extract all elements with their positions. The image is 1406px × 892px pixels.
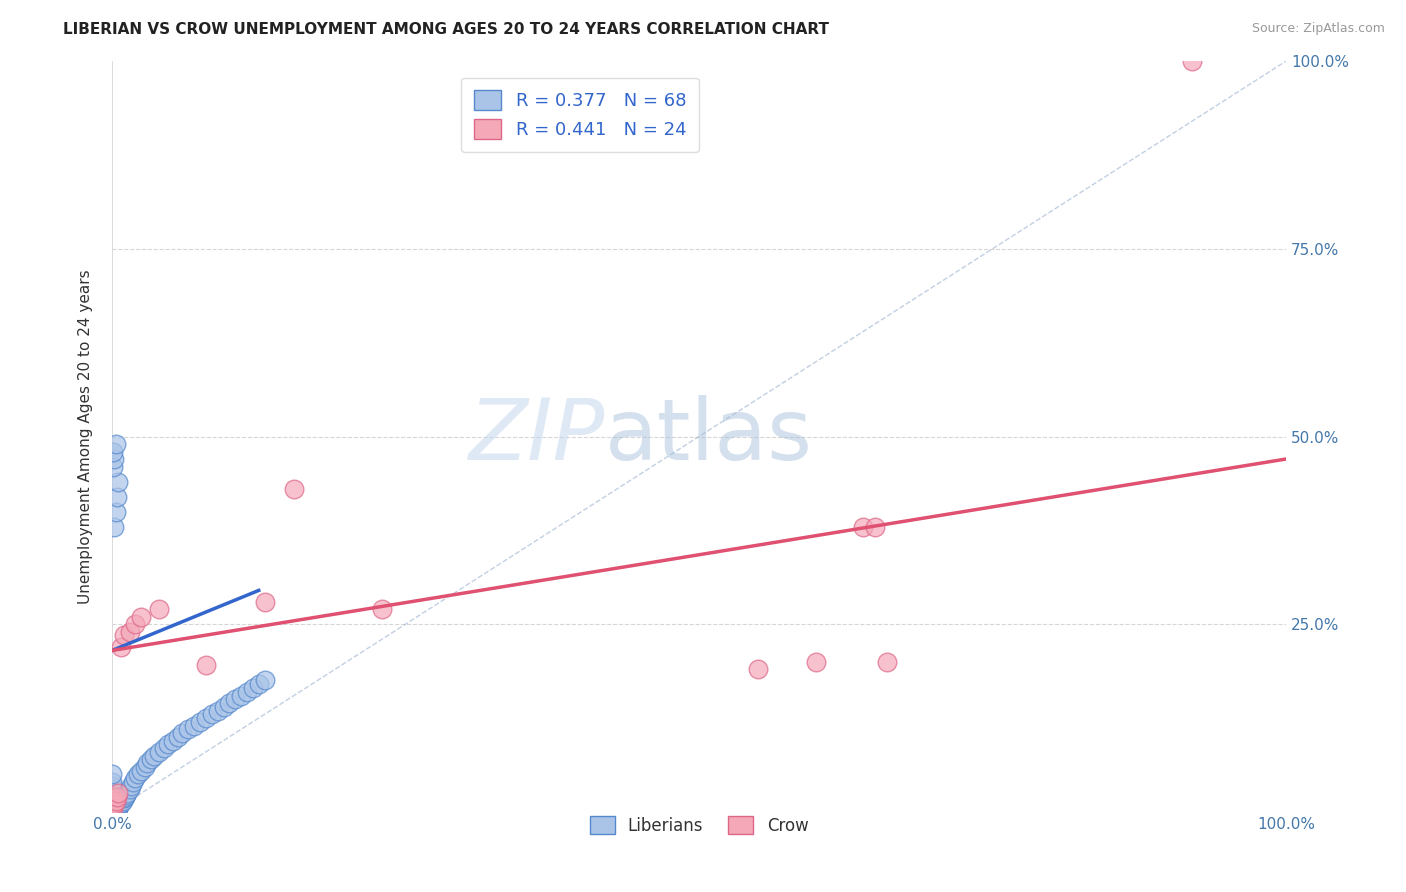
Point bbox=[120, 779, 142, 793]
Point bbox=[112, 791, 135, 805]
Point bbox=[103, 459, 125, 474]
Point bbox=[124, 771, 146, 785]
Legend: Liberians, Crow: Liberians, Crow bbox=[579, 806, 818, 845]
Point bbox=[110, 796, 132, 810]
Point bbox=[117, 786, 139, 800]
Point bbox=[157, 737, 180, 751]
Point bbox=[152, 741, 174, 756]
Point bbox=[131, 764, 153, 778]
Point bbox=[122, 775, 145, 789]
Point bbox=[118, 782, 141, 797]
Point bbox=[105, 490, 128, 504]
Point bbox=[863, 519, 886, 533]
Point bbox=[114, 789, 136, 804]
Point bbox=[110, 640, 132, 654]
Point bbox=[177, 723, 200, 737]
Point bbox=[162, 733, 184, 747]
Point bbox=[115, 789, 138, 803]
Point bbox=[105, 789, 128, 804]
Point bbox=[166, 730, 188, 744]
Point bbox=[134, 760, 156, 774]
Point bbox=[188, 714, 211, 729]
Point bbox=[124, 617, 146, 632]
Point bbox=[876, 655, 898, 669]
Point bbox=[139, 752, 162, 766]
Text: Source: ZipAtlas.com: Source: ZipAtlas.com bbox=[1251, 22, 1385, 36]
Point bbox=[103, 452, 125, 467]
Point bbox=[253, 673, 276, 688]
Point bbox=[148, 602, 170, 616]
Point bbox=[101, 782, 124, 797]
Point bbox=[224, 692, 246, 706]
Point bbox=[118, 624, 141, 639]
Point bbox=[283, 482, 305, 496]
Point bbox=[101, 801, 124, 815]
Point bbox=[236, 685, 259, 699]
Point bbox=[104, 505, 127, 519]
Point bbox=[247, 677, 270, 691]
Point bbox=[103, 801, 125, 815]
Point bbox=[101, 796, 124, 810]
Point bbox=[103, 519, 125, 533]
Point bbox=[148, 745, 170, 759]
Point bbox=[1181, 54, 1204, 69]
Point bbox=[207, 704, 229, 718]
Point bbox=[101, 798, 124, 813]
Point bbox=[101, 805, 124, 819]
Point bbox=[101, 801, 124, 815]
Point bbox=[212, 699, 235, 714]
Point bbox=[194, 658, 217, 673]
Point bbox=[101, 791, 124, 805]
Point bbox=[104, 437, 127, 451]
Point bbox=[172, 726, 194, 740]
Text: LIBERIAN VS CROW UNEMPLOYMENT AMONG AGES 20 TO 24 YEARS CORRELATION CHART: LIBERIAN VS CROW UNEMPLOYMENT AMONG AGES… bbox=[63, 22, 830, 37]
Point bbox=[103, 797, 125, 812]
Point bbox=[101, 803, 124, 817]
Point bbox=[101, 789, 124, 804]
Point bbox=[101, 789, 124, 804]
Point bbox=[183, 718, 205, 732]
Point bbox=[105, 805, 128, 819]
Point bbox=[101, 794, 124, 808]
Text: atlas: atlas bbox=[605, 395, 813, 478]
Point bbox=[107, 475, 129, 489]
Point bbox=[101, 786, 124, 800]
Point bbox=[103, 444, 125, 458]
Point bbox=[101, 767, 124, 781]
Point bbox=[101, 805, 124, 819]
Point bbox=[110, 797, 132, 812]
Point bbox=[127, 767, 149, 781]
Point bbox=[218, 696, 240, 710]
Point bbox=[242, 681, 264, 695]
Point bbox=[806, 655, 828, 669]
Point bbox=[101, 803, 124, 817]
Point bbox=[101, 797, 124, 812]
Point bbox=[852, 519, 875, 533]
Point bbox=[108, 798, 131, 813]
Point bbox=[107, 786, 129, 800]
Point bbox=[101, 789, 124, 803]
Point bbox=[253, 595, 276, 609]
Y-axis label: Unemployment Among Ages 20 to 24 years: Unemployment Among Ages 20 to 24 years bbox=[79, 269, 93, 604]
Point bbox=[101, 805, 124, 819]
Point bbox=[101, 779, 124, 793]
Point bbox=[371, 602, 394, 616]
Point bbox=[101, 797, 124, 812]
Point bbox=[112, 628, 135, 642]
Point bbox=[747, 662, 769, 676]
Point bbox=[104, 794, 127, 808]
Point bbox=[136, 756, 159, 770]
Point bbox=[143, 748, 166, 763]
Point bbox=[101, 801, 124, 815]
Point bbox=[107, 801, 129, 815]
Point bbox=[101, 805, 124, 819]
Point bbox=[101, 775, 124, 789]
Text: ZIP: ZIP bbox=[468, 395, 605, 478]
Point bbox=[231, 689, 253, 703]
Point bbox=[131, 609, 153, 624]
Point bbox=[201, 707, 224, 722]
Point bbox=[111, 794, 134, 808]
Point bbox=[194, 711, 217, 725]
